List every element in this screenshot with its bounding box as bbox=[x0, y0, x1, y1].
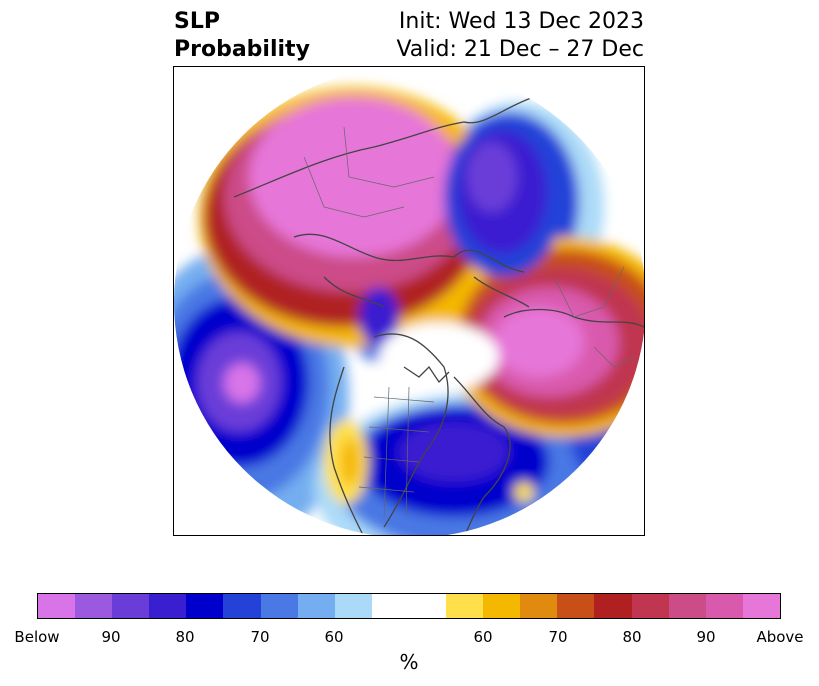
tick-above-70: 70 bbox=[548, 628, 568, 646]
valid-range: Valid: 21 Dec – 27 Dec bbox=[396, 37, 644, 62]
colorbar-above-segment bbox=[594, 594, 632, 618]
tick-below-80: 80 bbox=[175, 628, 195, 646]
colorbar-above-segment bbox=[520, 594, 558, 618]
colorbar-above-segment bbox=[483, 594, 521, 618]
tick-above-80: 80 bbox=[622, 628, 642, 646]
colorbar-above-segment bbox=[668, 594, 706, 618]
title-block: SLP Probability bbox=[174, 8, 310, 64]
map-panel bbox=[173, 66, 645, 536]
colorbar-below-segment bbox=[260, 594, 298, 618]
colorbar-below-segment bbox=[112, 594, 150, 618]
init-date: Init: Wed 13 Dec 2023 bbox=[398, 9, 644, 34]
date-block: Init: Wed 13 Dec 2023 Valid: 21 Dec – 27… bbox=[396, 8, 644, 64]
borders bbox=[303, 126, 635, 518]
tick-below-70: 70 bbox=[250, 628, 270, 646]
colorbar bbox=[37, 593, 781, 619]
tick-above: Above bbox=[756, 628, 804, 646]
title-subtitle: Probability bbox=[174, 37, 310, 62]
colorbar-below-segment bbox=[38, 594, 76, 618]
colorbar-neutral-segment bbox=[371, 594, 447, 618]
tick-below: Below bbox=[14, 628, 60, 646]
probability-field bbox=[174, 67, 644, 535]
colorbar-unit-label: % bbox=[399, 650, 419, 674]
tick-above-90: 90 bbox=[696, 628, 716, 646]
colorbar-above-segment bbox=[631, 594, 669, 618]
colorbar-below-segment bbox=[334, 594, 372, 618]
colorbar-above-segment bbox=[742, 594, 780, 618]
colorbar-below-segment bbox=[149, 594, 187, 618]
title-variable: SLP bbox=[174, 9, 220, 34]
tick-above-60: 60 bbox=[473, 628, 493, 646]
colorbar-below-segment bbox=[75, 594, 113, 618]
colorbar-above-segment bbox=[705, 594, 743, 618]
colorbar-below-segment bbox=[186, 594, 224, 618]
tick-below-90: 90 bbox=[101, 628, 121, 646]
colorbar-above-segment bbox=[446, 594, 484, 618]
colorbar-below-segment bbox=[223, 594, 261, 618]
colorbar-above-segment bbox=[557, 594, 595, 618]
polar-map bbox=[174, 67, 644, 535]
colorbar-below-segment bbox=[297, 594, 335, 618]
tick-below-60: 60 bbox=[324, 628, 344, 646]
